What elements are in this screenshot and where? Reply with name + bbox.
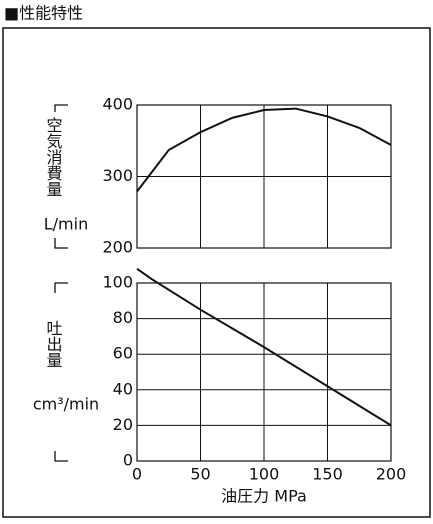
x-tick-label: 200 [376, 465, 407, 484]
y-tick-label: 400 [102, 95, 133, 114]
y-tick-label: 80 [113, 308, 133, 327]
y-tick-label: 100 [102, 273, 133, 292]
x-tick-label: 150 [312, 465, 343, 484]
x-axis-label: 油圧力 MPa [221, 487, 307, 506]
y-tick-label: 60 [113, 344, 133, 363]
y-axis-label: 吐出量 [44, 320, 63, 368]
x-tick-label: 0 [132, 465, 142, 484]
y-tick-label: 20 [113, 415, 133, 434]
y-tick-label: 200 [102, 238, 133, 257]
y-tick-label: 40 [113, 379, 133, 398]
x-tick-label: 100 [249, 465, 280, 484]
y-axis-label: 空気消費量 [44, 117, 63, 197]
y-axis-unit: cm³/min [33, 395, 99, 414]
x-tick-label: 50 [190, 465, 210, 484]
y-tick-label: 300 [102, 166, 133, 185]
bracket [54, 104, 68, 462]
page-title: ■性能特性 [4, 4, 83, 23]
y-axis-unit: L/min [44, 215, 88, 234]
y-tick-label: 0 [123, 451, 133, 470]
data-line [136, 267, 392, 427]
frame [2, 27, 431, 518]
data-line [136, 107, 392, 193]
